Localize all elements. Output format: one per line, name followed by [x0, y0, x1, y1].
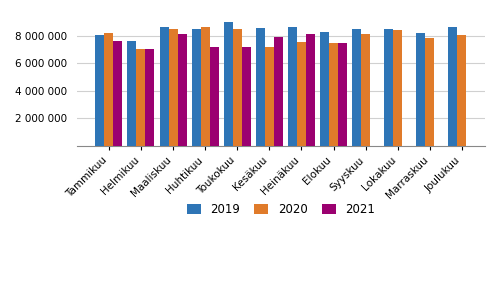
- Bar: [352, 30, 361, 146]
- Bar: [448, 27, 458, 146]
- Bar: [146, 49, 154, 146]
- Bar: [320, 31, 329, 146]
- Bar: [416, 33, 426, 146]
- Legend: 2019, 2020, 2021: 2019, 2020, 2021: [186, 203, 376, 216]
- Bar: [306, 34, 315, 146]
- Bar: [361, 34, 370, 146]
- Bar: [297, 42, 306, 146]
- Bar: [384, 29, 394, 146]
- Bar: [168, 29, 177, 146]
- Bar: [458, 35, 466, 146]
- Bar: [288, 27, 297, 146]
- Bar: [265, 47, 274, 146]
- Bar: [178, 34, 186, 146]
- Bar: [242, 47, 251, 146]
- Bar: [96, 35, 104, 146]
- Bar: [104, 33, 114, 146]
- Bar: [338, 43, 347, 146]
- Bar: [274, 37, 283, 146]
- Bar: [160, 27, 168, 146]
- Bar: [233, 29, 242, 146]
- Bar: [200, 27, 209, 146]
- Bar: [394, 30, 402, 146]
- Bar: [329, 43, 338, 146]
- Bar: [192, 29, 200, 146]
- Bar: [136, 50, 145, 146]
- Bar: [210, 47, 218, 146]
- Bar: [114, 40, 122, 146]
- Bar: [426, 38, 434, 146]
- Bar: [224, 22, 233, 146]
- Bar: [256, 28, 265, 146]
- Bar: [128, 41, 136, 146]
